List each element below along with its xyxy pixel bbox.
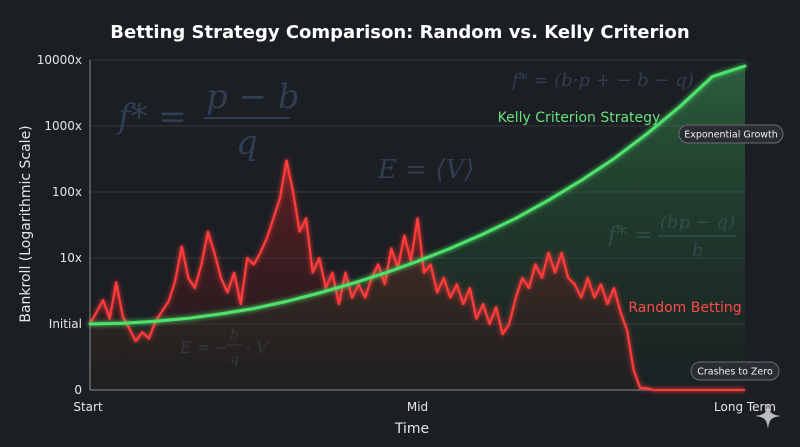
series-label-kelly: Kelly Criterion Strategy	[498, 110, 661, 126]
y-tick-label: 0	[74, 383, 82, 397]
svg-text:p − b: p − b	[206, 77, 300, 117]
x-tick-label: Start	[73, 400, 103, 414]
series-line-kelly-criterion	[88, 64, 747, 326]
svg-text:q: q	[236, 123, 258, 163]
chart-title: Betting Strategy Comparison: Random vs. …	[110, 22, 689, 43]
y-tick-label: 100x	[52, 185, 82, 199]
x-tick-labels: Start Mid Long Term	[73, 400, 776, 414]
formula-faint-top-right: f* = (b·p + − b − q)	[510, 70, 694, 91]
series-label-random: Random Betting	[628, 300, 741, 316]
x-tick-label: Mid	[407, 400, 428, 414]
svg-text:f* =: f* =	[115, 97, 187, 137]
series-line-random-betting	[89, 159, 745, 392]
sparkle-icon	[755, 403, 781, 429]
formula-kelly-top: f* = p − b q	[115, 77, 300, 163]
x-axis-label: Time	[394, 421, 429, 437]
callout-crashes-to-zero: Crashes to Zero	[690, 361, 780, 381]
y-tick-label: 1000x	[44, 119, 82, 133]
svg-text:Crashes to Zero: Crashes to Zero	[697, 367, 773, 378]
y-axis-label: Bankroll (Logarithmic Scale)	[18, 125, 34, 322]
y-tick-labels: 0 Initial 10x 100x 1000x 10000x	[37, 53, 82, 397]
svg-text:Exponential Growth: Exponential Growth	[684, 130, 778, 141]
y-tick-label: 10000x	[37, 53, 82, 67]
y-tick-label: 10x	[60, 251, 82, 265]
random-area-fill	[90, 160, 745, 390]
x-tick-label: Long Term	[714, 400, 776, 414]
callout-exponential-growth: Exponential Growth	[678, 124, 784, 144]
formula-expectation: E = ⟨V⟩	[377, 155, 474, 185]
y-tick-label: Initial	[49, 317, 82, 331]
